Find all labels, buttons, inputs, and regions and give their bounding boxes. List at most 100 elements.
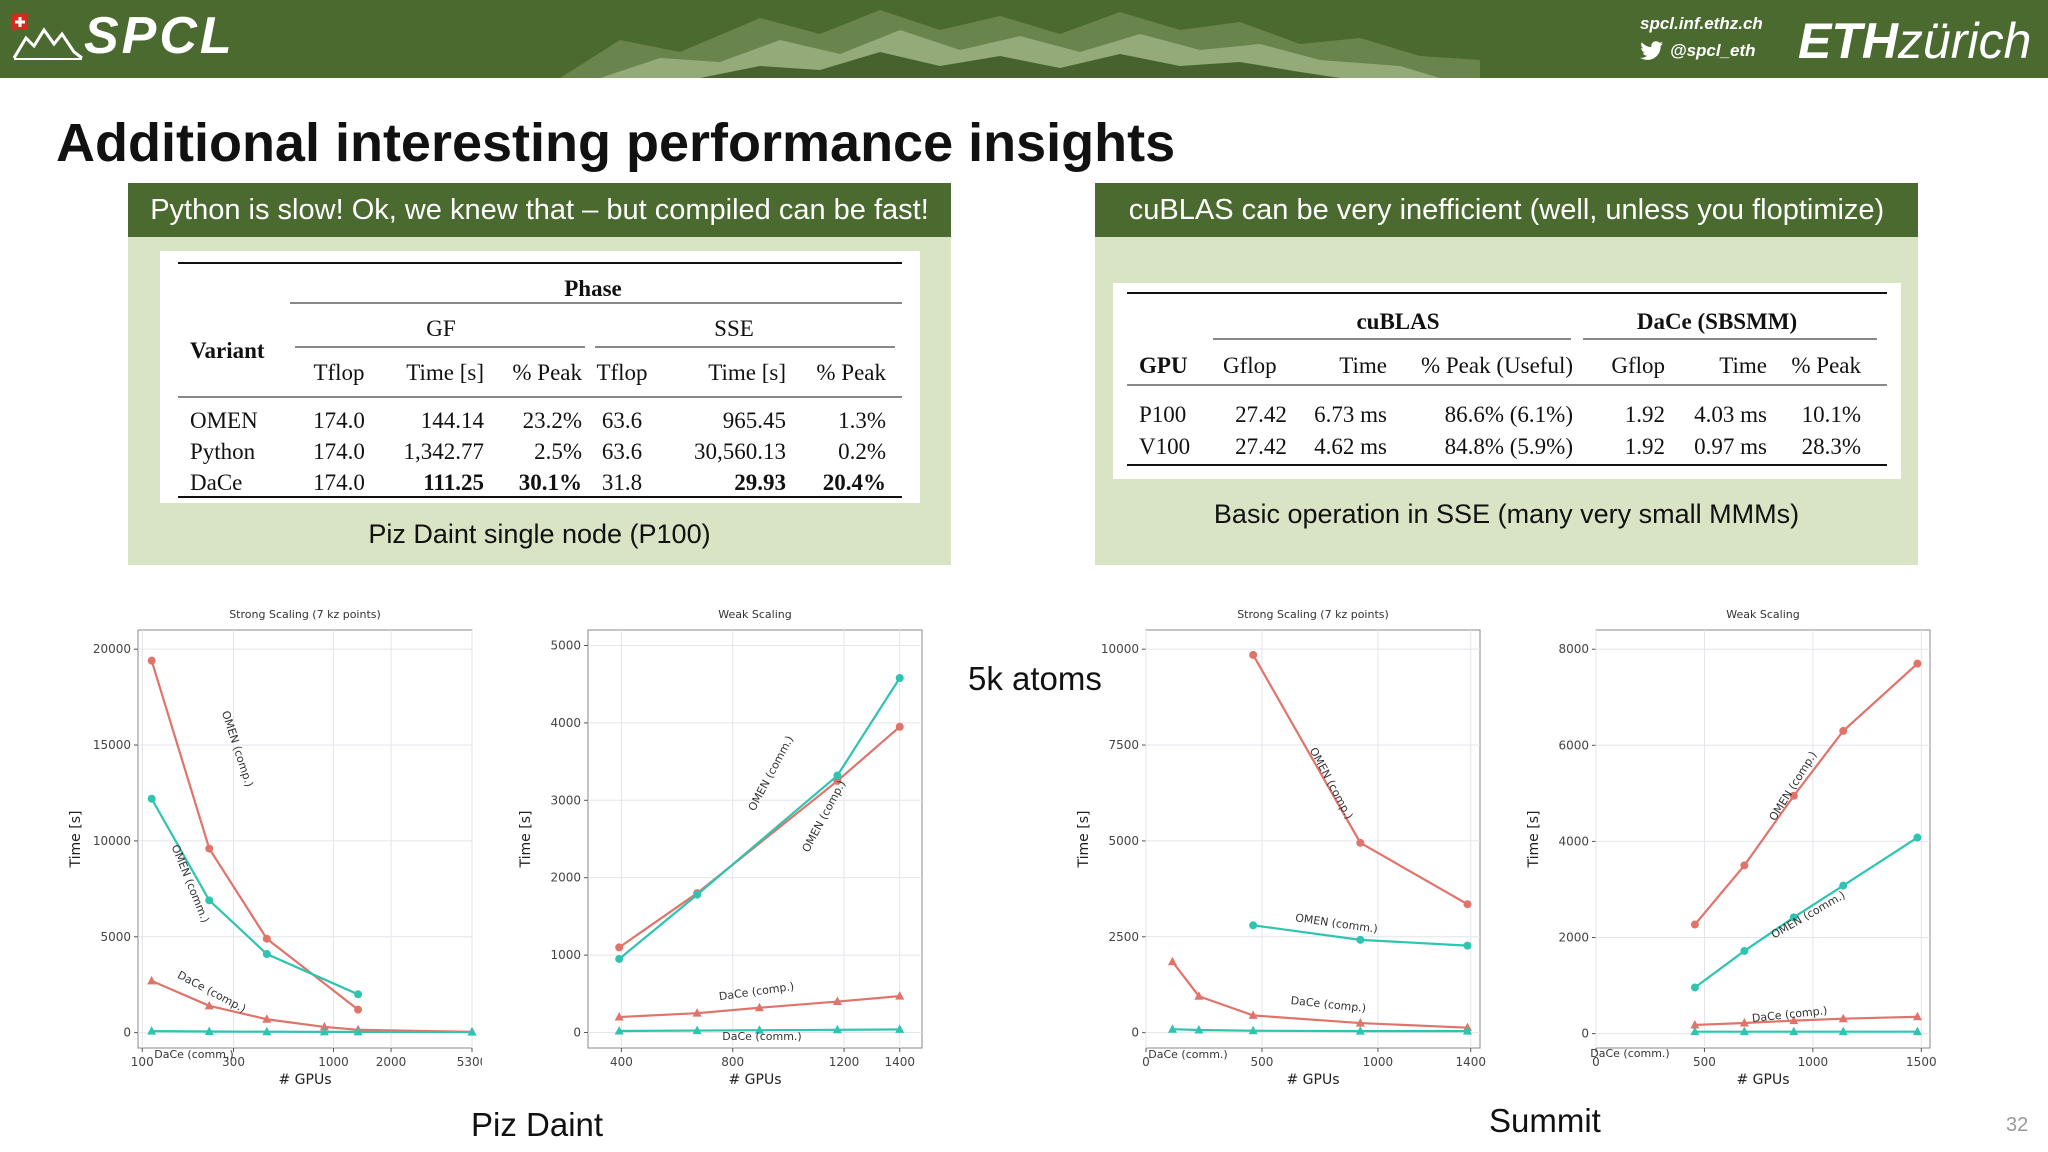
x-tick-label: 400 xyxy=(610,1055,633,1069)
data-point xyxy=(205,896,214,905)
y-tick-label: 20000 xyxy=(93,642,131,656)
cublas-header: cuBLAS xyxy=(1356,309,1440,334)
y-tick-label: 4000 xyxy=(1558,834,1589,848)
twitter-handle[interactable]: @spcl_eth xyxy=(1640,40,1756,62)
data-point xyxy=(1740,861,1749,870)
spcl-mountain-logo xyxy=(12,14,83,60)
data-point xyxy=(354,990,363,999)
data-point xyxy=(1356,838,1365,847)
y-axis-label: Time [s] xyxy=(518,811,534,869)
table-row: P100 27.42 6.73 ms 86.6% (6.1%) 1.92 4.0… xyxy=(1139,399,1861,431)
data-point xyxy=(1463,941,1472,950)
cublas-panel: cuBLAS can be very inefficient (well, un… xyxy=(1095,183,1918,565)
eth-zurich-logo: ETHzürich xyxy=(1798,12,2031,70)
y-axis-label: Time [s] xyxy=(68,811,84,869)
y-tick-label: 0 xyxy=(1581,1027,1589,1041)
x-tick-label: 800 xyxy=(721,1055,744,1069)
data-point-triangle xyxy=(614,1012,624,1021)
cublas-results-table: cuBLAS DaCe (SBSMM) GPU Gflop Time % Pea… xyxy=(1139,301,1861,463)
col-header: Time xyxy=(1719,353,1767,378)
chart-svg: 0 1000 2000 3000 4000 5000 400 800 1200 1400 Weak … xyxy=(518,608,923,1088)
data-point xyxy=(1839,881,1848,890)
table-row: V100 27.42 4.62 ms 84.8% (5.9%) 1.92 0.9… xyxy=(1139,431,1861,463)
data-point-triangle xyxy=(1690,1019,1700,1029)
data-point-triangle xyxy=(262,1026,272,1036)
data-point xyxy=(262,934,271,943)
y-tick-label: 6000 xyxy=(1558,738,1589,752)
data-point xyxy=(354,1005,363,1014)
twitter-bird-icon xyxy=(1640,41,1663,60)
phase-header: Phase xyxy=(564,276,622,301)
chart-svg: 0 2000 4000 6000 8000 0 500 1000 1500 Weak Scalin… xyxy=(1526,608,1937,1088)
y-tick-label: 7500 xyxy=(1108,738,1139,752)
data-point xyxy=(615,954,624,963)
y-tick-label: 0 xyxy=(123,1026,131,1040)
python-panel-caption: Piz Daint single node (P100) xyxy=(368,519,711,549)
data-point-triangle xyxy=(1355,1018,1365,1027)
data-point-triangle xyxy=(754,1025,764,1034)
cublas-table-box: cuBLAS DaCe (SBSMM) GPU Gflop Time % Pea… xyxy=(1113,283,1901,479)
table-row: OMEN 174.0 144.14 23.2% 63.6 965.45 1.3% xyxy=(190,405,886,436)
data-point-triangle xyxy=(1739,1018,1749,1027)
site-url[interactable]: spcl.inf.ethz.ch xyxy=(1640,14,1763,33)
twitter-handle-text: @spcl_eth xyxy=(1670,41,1756,60)
col-header: % Peak xyxy=(512,360,582,385)
table-cell: 174.0 xyxy=(313,438,365,464)
data-point-triangle xyxy=(147,1026,157,1035)
data-point-triangle xyxy=(319,1021,329,1031)
data-point xyxy=(615,943,624,952)
x-tick-label: 1400 xyxy=(1455,1055,1486,1069)
x-axis-label: # GPUs xyxy=(1286,1072,1339,1088)
data-point xyxy=(1789,791,1798,800)
eth-logo-bold: ETH xyxy=(1798,13,1898,69)
data-point-triangle xyxy=(1167,956,1177,966)
table-cell: 86.6% (6.1%) xyxy=(1444,402,1573,427)
x-axis-label: # GPUs xyxy=(728,1072,781,1088)
table-cell: 965.45 xyxy=(722,407,786,433)
piz-daint-label: Piz Daint xyxy=(471,1106,604,1143)
x-tick-label: 500 xyxy=(1693,1055,1716,1069)
chart-title: Strong Scaling (7 kz points) xyxy=(1237,608,1389,621)
table-cell: 0.2% xyxy=(838,438,886,464)
data-point-triangle xyxy=(1838,1026,1848,1036)
series-annotation: DaCe (comm.) xyxy=(722,1030,801,1043)
chart-svg: 0 2500 5000 7500 10000 0 500 1000 1400 Strong Sca… xyxy=(1076,608,1486,1088)
plot-frame xyxy=(137,629,473,1049)
row-gpu: V100 xyxy=(1139,434,1191,459)
table-cell: 20.4% xyxy=(822,469,886,495)
table-cell: 84.8% (5.9%) xyxy=(1444,434,1573,459)
python-results-table: Phase Variant GF SSE Tflop Time [s] % Pe… xyxy=(190,271,886,498)
table-cell: 63.6 xyxy=(601,407,643,433)
chart-title: Weak Scaling xyxy=(1726,608,1799,621)
y-tick-label: 4000 xyxy=(550,716,581,730)
col-header: Time [s] xyxy=(406,360,484,385)
data-point-triangle xyxy=(614,1025,624,1035)
x-axis-label: # GPUs xyxy=(1736,1072,1789,1088)
data-point xyxy=(1690,920,1699,929)
data-point xyxy=(693,890,702,899)
data-point-triangle xyxy=(1912,1026,1922,1036)
data-point xyxy=(262,950,271,959)
series-line xyxy=(151,1030,473,1034)
data-point-triangle xyxy=(1248,1025,1258,1035)
x-tick-label: 0 xyxy=(1142,1055,1150,1069)
table-rules xyxy=(178,262,902,498)
gf-header: GF xyxy=(426,316,456,341)
data-point xyxy=(1913,833,1922,842)
x-tick-label: 100 xyxy=(131,1055,154,1069)
data-point xyxy=(895,673,904,682)
x-tick-label: 300 xyxy=(222,1055,245,1069)
table-row: Python 174.0 1,342.77 2.5% 63.6 30,560.1… xyxy=(190,436,886,467)
y-tick-label: 0 xyxy=(573,1026,581,1040)
brand-logo: SPCL xyxy=(84,7,235,65)
table-cell: 1.3% xyxy=(838,407,886,433)
table-cell: 23.2% xyxy=(522,407,582,433)
python-panel: Python is slow! Ok, we knew that – but c… xyxy=(128,183,951,565)
piz-daint-weak-scaling-plot: 0 1000 2000 3000 4000 5000 400 800 1200 1400 Weak … xyxy=(512,600,932,1115)
table-rules xyxy=(1127,292,1887,466)
table-cell: 1,342.77 xyxy=(403,438,485,464)
table-cell: 6.73 ms xyxy=(1314,402,1387,427)
series-annotation: DaCe (comm.) xyxy=(1148,1048,1227,1061)
data-point xyxy=(1839,726,1848,735)
dace-sbsmm-header: DaCe (SBSMM) xyxy=(1636,309,1798,334)
